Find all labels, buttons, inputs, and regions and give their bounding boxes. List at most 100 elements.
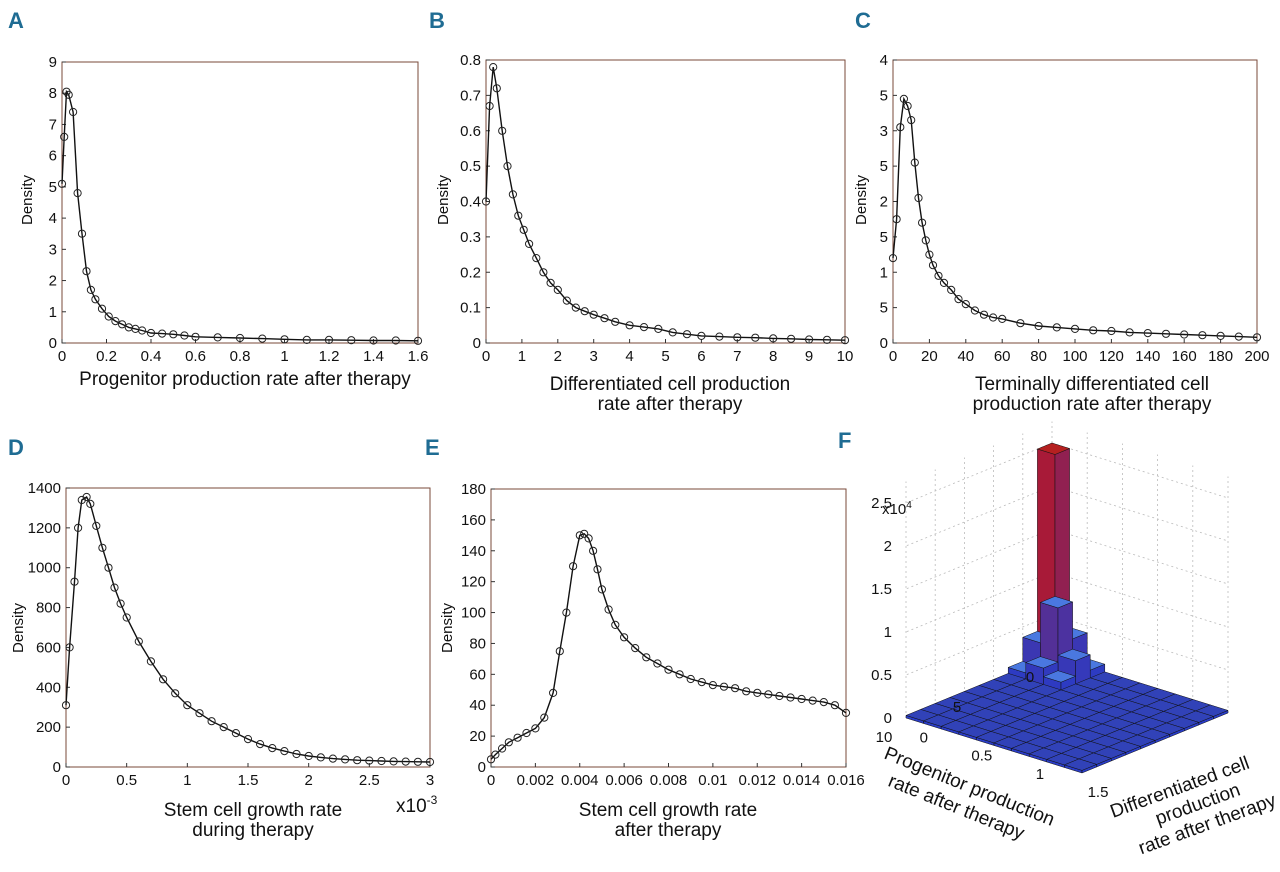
panel-d: 0 0.5 1 1.5 2 2.5 3 0 200 400 600 800 1000 1200 1400 St… (10, 480, 438, 841)
y-axis-label: Density (439, 602, 456, 653)
y-tick-label: 40 (469, 697, 486, 714)
data-point (268, 744, 277, 753)
data-point (481, 197, 491, 206)
x-scale-label: x10-3 (396, 793, 438, 817)
y-tick-label: 6 (49, 148, 57, 165)
data-point (961, 300, 970, 309)
x-tick-label: 0 (62, 772, 70, 789)
x-tick-label: 80 (1030, 348, 1047, 365)
bar-face-top (1042, 670, 1077, 683)
x-tick-label: 0.2 (96, 348, 117, 365)
y-tick-label: 1000 (28, 560, 61, 577)
progenitor-tick-label: 0 (1026, 669, 1034, 686)
y-tick-label: 0.5 (460, 158, 481, 175)
data-point (1216, 331, 1225, 340)
data-point (697, 678, 706, 687)
data-point (589, 310, 598, 319)
x-tick-label: 20 (921, 348, 938, 365)
x-scale-exponent: -3 (427, 793, 438, 807)
data-point (525, 239, 534, 248)
x-tick-label: 0.5 (116, 772, 137, 789)
series-line (490, 532, 847, 760)
data-point (70, 577, 79, 586)
bar-face-top (1063, 758, 1098, 771)
x-tick-label: 60 (994, 348, 1011, 365)
wall-grid-line (905, 614, 1053, 676)
wall-grid-line (905, 442, 1053, 504)
data-point (92, 521, 101, 531)
data-point (195, 709, 204, 718)
z-tick-label: 1 (884, 624, 892, 641)
data-point (110, 583, 119, 592)
data-point (513, 733, 522, 742)
x-tick-label: 9 (805, 348, 813, 365)
data-point (934, 271, 943, 280)
y-tick-label: 0 (53, 759, 61, 776)
data-point (292, 749, 301, 759)
data-point (61, 701, 71, 710)
y-tick-label: 1400 (28, 480, 61, 497)
panel-letter-c: C (855, 8, 871, 33)
plot-frame (61, 61, 419, 344)
data-point (391, 336, 400, 345)
data-point (569, 562, 578, 571)
x-tick-label: 10 (837, 348, 854, 365)
x-tick-label: 1.6 (408, 348, 429, 365)
data-point (918, 218, 927, 227)
data-point (74, 523, 83, 533)
data-point (840, 336, 850, 345)
y-tick-label: 1 (880, 264, 888, 281)
y-tick-label: 2 (880, 194, 888, 211)
data-point (539, 268, 548, 277)
data-point (546, 278, 555, 287)
data-point (425, 757, 435, 767)
panel-a: 0 0.2 0.4 0.6 0.8 1 1.2 1.4 1.6 0 1 2 3 4 5 6 7 8 9 Progeni… (19, 54, 428, 390)
y-tick-label: 0 (473, 335, 481, 352)
y-tick-label: 4 (880, 52, 888, 69)
data-point (682, 330, 692, 339)
z-tick-label: 0.5 (871, 667, 892, 684)
data-point (104, 312, 113, 321)
data-point (1198, 331, 1207, 340)
data-point (775, 691, 784, 701)
x-tick-label: 5 (661, 348, 669, 365)
data-point (715, 332, 724, 341)
data-point (328, 754, 337, 763)
data-point (1180, 330, 1189, 339)
y-tick-label: 200 (36, 719, 61, 736)
data-point (231, 729, 240, 738)
x-axis-label: Progenitor production rate after therapy (79, 369, 411, 390)
data-point (365, 756, 374, 765)
y-tick-label: 5 (880, 229, 888, 246)
plot-frame (490, 488, 847, 768)
x-tick-label: 2.5 (359, 772, 380, 789)
z-tick-label: 0 (884, 710, 892, 727)
x-tick-label: 0.002 (517, 772, 555, 789)
x-axis-label-line2: production rate after therapy (973, 394, 1212, 415)
wall-grid-line (1051, 614, 1229, 671)
x-tick-label: 0.8 (230, 348, 251, 365)
x-axis-label-line2: rate after therapy (598, 394, 743, 415)
data-point (514, 211, 523, 220)
data-point (970, 306, 980, 315)
data-point (77, 229, 87, 238)
data-point (979, 310, 989, 319)
data-point (787, 334, 796, 343)
data-point (589, 546, 598, 555)
data-point (82, 492, 91, 502)
data-point (169, 330, 178, 339)
data-point (486, 755, 496, 764)
x-tick-label: 2 (554, 348, 562, 365)
data-point (183, 701, 192, 710)
x-axis-label: Stem cell growth rate (579, 800, 757, 821)
panel-letter-b: B (429, 8, 445, 33)
x-tick-label: 0 (889, 348, 897, 365)
data-point (907, 116, 916, 125)
data-point (571, 303, 580, 312)
x-tick-label: 6 (697, 348, 705, 365)
data-point (562, 608, 571, 617)
differentiated-axis-label: Differentiated cellproductionrate after … (1108, 749, 1280, 865)
data-point (116, 599, 125, 608)
data-point (769, 334, 778, 343)
y-tick-label: 0.7 (460, 87, 481, 104)
